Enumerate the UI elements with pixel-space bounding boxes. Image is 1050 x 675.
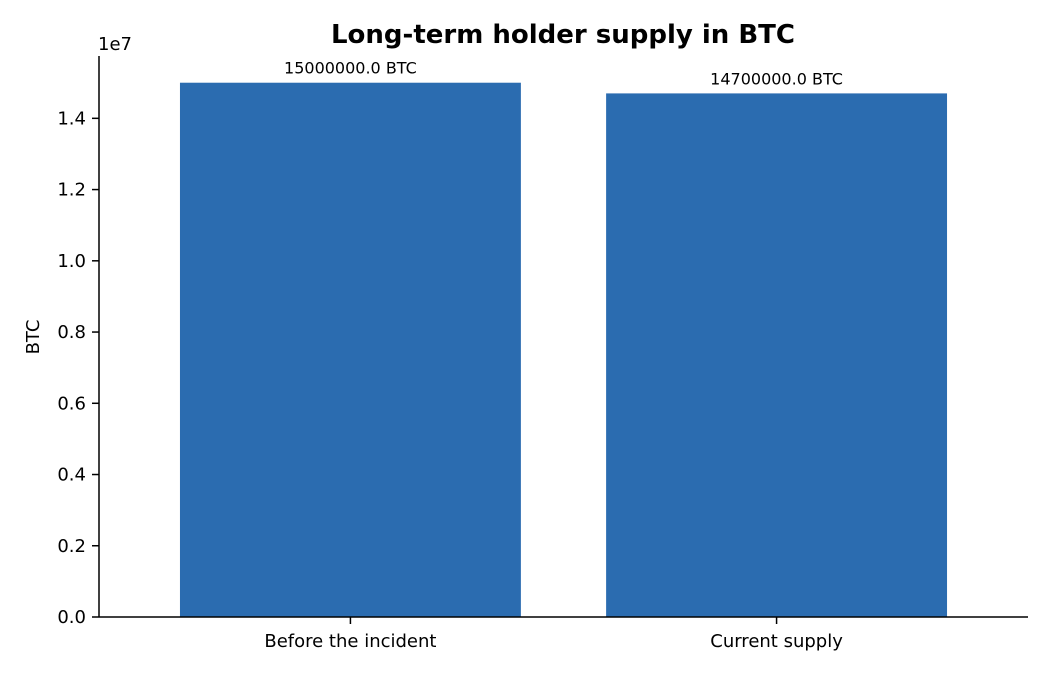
y-tick-label-1: 0.2: [57, 536, 86, 557]
bar-value-label-0: 15000000.0 BTC: [284, 59, 417, 78]
bar-value-label-1: 14700000.0 BTC: [710, 69, 843, 88]
y-axis-offset-label: 1e7: [98, 34, 132, 55]
bar-0: [179, 82, 521, 617]
bar-1: [606, 93, 948, 617]
y-tick-label-5: 1.0: [57, 251, 86, 272]
y-axis-ticks: 0.0 0.2 0.4 0.6 0.8 1.0 1.2 1.4: [57, 108, 99, 628]
x-axis-ticks: Before the incident Current supply: [264, 617, 843, 652]
y-axis-title: BTC: [23, 320, 44, 355]
y-tick-label-7: 1.4: [57, 108, 86, 129]
bars-group: 15000000.0 BTC 14700000.0 BTC: [179, 59, 948, 617]
y-tick-label-6: 1.2: [57, 180, 86, 201]
y-tick-label-0: 0.0: [57, 607, 86, 628]
chart-title: Long-term holder supply in BTC: [331, 20, 795, 50]
y-tick-label-2: 0.4: [57, 465, 86, 486]
x-tick-label-0: Before the incident: [264, 631, 436, 652]
y-tick-label-3: 0.6: [57, 393, 86, 414]
x-tick-label-1: Current supply: [710, 631, 843, 652]
y-tick-label-4: 0.8: [57, 322, 86, 343]
